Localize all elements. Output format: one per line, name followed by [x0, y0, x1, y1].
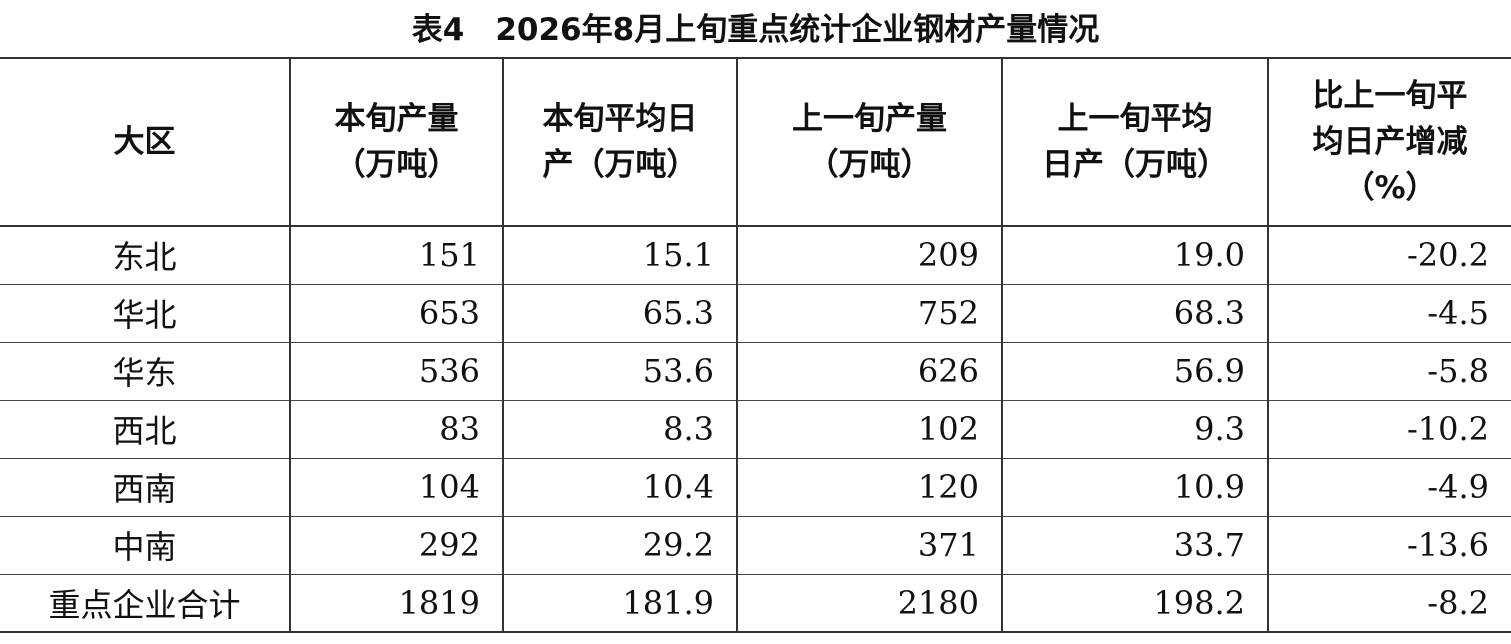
table-header: 大区 本旬产量 （万吨） 本旬平均日产（万吨） 上一旬产量 （万吨） 上一旬平均日产（万吨）…	[0, 58, 1511, 226]
region-cell: 东北	[112, 238, 177, 277]
value-cell: 104	[289, 458, 503, 516]
value-cell: 9.3	[1001, 400, 1268, 458]
value-cell: 83	[289, 400, 503, 458]
value-cell: 198.2	[1001, 574, 1268, 632]
table-row: 中南 292 29.2 371 33.7 -13.6	[0, 516, 1511, 574]
header-cell: 大区	[0, 58, 290, 226]
header-text-line: 本旬平均日	[542, 101, 698, 137]
table-row: 重点企业合计 1819 181.9 2180 198.2 -8.2	[0, 574, 1511, 632]
header-cell: 本旬产量 （万吨）	[289, 58, 503, 226]
header-text-line: 均日产增减	[1312, 124, 1468, 160]
value-cell: 2180	[736, 574, 1002, 632]
value-cell: -13.6	[1267, 516, 1511, 574]
table-title: 表4 2026年8月上旬重点统计企业钢材产量情况	[411, 12, 1100, 48]
table-body: 东北 151 15.1 209 19.0 -20.2 华北 653 65.3 752 68.3 -4.…	[0, 226, 1511, 632]
header-text-line: 上一旬平均	[1057, 101, 1213, 137]
header-text-line: 比上一旬平	[1312, 78, 1468, 114]
value-cell: 56.9	[1001, 342, 1268, 400]
value-cell: 33.7	[1001, 516, 1268, 574]
value-cell: -10.2	[1267, 400, 1511, 458]
header-text-line: （%）	[1343, 170, 1437, 206]
region-cell: 华东	[112, 354, 177, 392]
header-text-line: （万吨）	[807, 147, 932, 183]
value-cell: 209	[736, 226, 1002, 284]
header-cell: 上一旬平均日产（万吨）	[1001, 58, 1268, 226]
value-cell: -20.2	[1267, 226, 1511, 284]
value-cell: 292	[289, 516, 503, 574]
value-cell: 10.4	[502, 458, 737, 516]
header-text-line: （万吨）	[334, 147, 459, 183]
value-cell: -5.8	[1267, 342, 1511, 400]
value-cell: 15.1	[502, 226, 737, 284]
value-cell: 8.3	[502, 400, 737, 458]
value-cell: 102	[736, 400, 1002, 458]
value-cell: 10.9	[1001, 458, 1268, 516]
data-table: 大区 本旬产量 （万吨） 本旬平均日产（万吨） 上一旬产量 （万吨） 上一旬平均日产（万吨）…	[0, 57, 1511, 633]
table-row: 华东 536 53.6 626 56.9 -5.8	[0, 342, 1511, 400]
header-row: 大区 本旬产量 （万吨） 本旬平均日产（万吨） 上一旬产量 （万吨） 上一旬平均日产（万吨）…	[0, 58, 1511, 226]
value-cell: 752	[736, 284, 1002, 342]
value-cell: 29.2	[502, 516, 737, 574]
value-cell: 371	[736, 516, 1002, 574]
table-row: 华北 653 65.3 752 68.3 -4.5	[0, 284, 1511, 342]
header-text-line: 日产（万吨）	[1042, 147, 1228, 183]
region-cell: 重点企业合计	[48, 585, 241, 624]
region-cell: 华北	[112, 296, 177, 334]
header-text-line: 大区	[113, 124, 176, 160]
value-cell: 65.3	[502, 284, 737, 342]
value-cell: -4.9	[1267, 458, 1511, 516]
header-text-line: 上一旬产量	[792, 101, 947, 137]
value-cell: 536	[289, 342, 503, 400]
table-row: 西南 104 10.4 120 10.9 -4.9	[0, 458, 1511, 516]
table-row: 西北 83 8.3 102 9.3 -10.2	[0, 400, 1511, 458]
value-cell: 626	[736, 342, 1002, 400]
value-cell: 53.6	[502, 342, 737, 400]
header-text-line: 本旬产量	[334, 101, 459, 137]
value-cell: 653	[289, 284, 503, 342]
value-cell: -4.5	[1267, 284, 1511, 342]
value-cell: 19.0	[1001, 226, 1268, 284]
table-row: 东北 151 15.1 209 19.0 -20.2	[0, 226, 1511, 284]
value-cell: 1819	[289, 574, 503, 632]
header-cell: 本旬平均日产（万吨）	[502, 58, 737, 226]
value-cell: 151	[289, 226, 503, 284]
header-text-line: 产（万吨）	[542, 147, 698, 183]
region-cell: 西南	[112, 470, 177, 508]
value-cell: 68.3	[1001, 284, 1268, 342]
region-cell: 西北	[112, 412, 177, 450]
header-cell: 上一旬产量 （万吨）	[736, 58, 1002, 226]
value-cell: -8.2	[1267, 574, 1511, 632]
value-cell: 120	[736, 458, 1002, 516]
value-cell: 181.9	[502, 574, 737, 632]
header-cell: 比上一旬平均日产增减 （%）	[1267, 58, 1511, 226]
region-cell: 中南	[112, 528, 177, 566]
